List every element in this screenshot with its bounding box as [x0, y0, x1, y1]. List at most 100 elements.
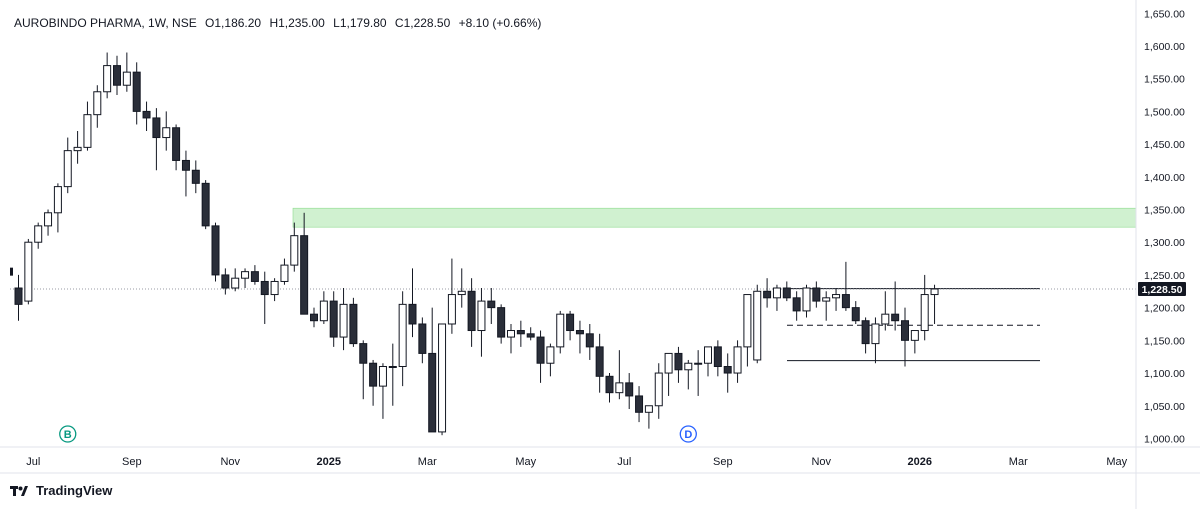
candle-body-down	[369, 362, 378, 387]
candle	[319, 291, 328, 324]
candle-body-down	[14, 287, 23, 305]
candle-body-down	[201, 182, 210, 227]
candle-body-up	[802, 287, 811, 312]
candle-body-down	[300, 235, 309, 315]
symbol-title[interactable]: AUROBINDO PHARMA, 1W, NSE	[14, 16, 197, 30]
candle	[822, 291, 831, 321]
candle	[841, 261, 850, 311]
candle	[772, 284, 781, 311]
candle	[191, 160, 200, 194]
candle-body-up	[270, 280, 279, 296]
event-marker-b[interactable]: B	[59, 425, 77, 443]
x-tick-label: Mar	[418, 456, 437, 468]
candle	[44, 209, 53, 236]
candle	[674, 346, 683, 383]
y-tick-label: 1,050.00	[1144, 401, 1185, 413]
candle	[329, 291, 338, 347]
candle	[457, 268, 466, 308]
last-price-label: 1,228.50	[1142, 284, 1183, 296]
candle	[536, 330, 545, 383]
candle	[428, 307, 437, 433]
x-tick-label: 2026	[908, 456, 932, 468]
candle-body-down	[221, 274, 230, 289]
candle-body-down	[211, 225, 220, 276]
candle-body-up	[822, 297, 831, 302]
candle	[644, 405, 653, 429]
candle-body-up	[83, 114, 92, 148]
candle-body-down	[851, 307, 860, 322]
candle-body-down	[497, 307, 506, 338]
candle	[851, 301, 860, 324]
last-price-badge	[1138, 281, 1186, 296]
x-tick-label: Mar	[1009, 456, 1028, 468]
candle	[241, 268, 250, 289]
candle	[891, 281, 900, 331]
event-marker-d[interactable]: D	[679, 425, 697, 443]
close-value: C1,228.50	[394, 16, 451, 30]
candle	[575, 320, 584, 354]
candle	[349, 297, 358, 347]
candle-body-down	[812, 287, 821, 302]
x-tick-label: Jul	[617, 456, 631, 468]
candle	[585, 323, 594, 360]
candle-body-up	[920, 294, 929, 332]
candle-body-up	[280, 264, 289, 282]
candle-body-up	[34, 225, 43, 243]
candle	[546, 343, 555, 377]
candle-body-up	[477, 300, 486, 332]
candle	[654, 363, 663, 419]
event-marker-label: B	[64, 429, 72, 441]
candle	[103, 52, 112, 99]
candle	[526, 327, 535, 341]
candle-body-up	[733, 346, 742, 374]
candle-body-down	[487, 300, 496, 309]
candle-body-down	[575, 330, 584, 335]
candle-body-up	[753, 290, 762, 361]
candle-body-down	[585, 333, 594, 348]
candle	[684, 359, 693, 390]
candle	[398, 291, 407, 387]
candle-body-down	[428, 352, 437, 433]
candle-body-down	[152, 117, 161, 139]
candle	[723, 353, 732, 393]
candle	[260, 271, 269, 324]
candle	[201, 180, 210, 230]
candle-body-down	[142, 110, 151, 119]
candle	[221, 268, 230, 295]
candle-body-down	[310, 313, 318, 322]
candle	[812, 281, 821, 308]
candle	[14, 274, 23, 321]
candle-body-down	[861, 320, 870, 345]
candle	[290, 222, 299, 272]
x-tick-label: May	[1106, 456, 1127, 468]
tradingview-logo-text: TradingView	[36, 483, 113, 498]
candle-body-up	[388, 366, 397, 369]
candle	[566, 310, 575, 341]
candle	[605, 373, 614, 403]
candle	[369, 359, 378, 406]
tradingview-logo-icon	[10, 485, 28, 496]
candle-body-down	[901, 320, 909, 341]
candle	[881, 291, 890, 331]
candle	[930, 284, 939, 324]
candle	[792, 291, 801, 321]
candle	[113, 55, 121, 96]
candle-body-down	[113, 65, 121, 86]
candle	[467, 278, 476, 347]
x-tick-label: Sep	[713, 456, 733, 468]
candle	[24, 238, 33, 305]
candle	[162, 111, 171, 151]
candle-body-up	[44, 212, 53, 227]
resistance-zone	[292, 207, 1137, 228]
candle	[556, 310, 565, 354]
candle	[73, 131, 82, 164]
candle-body-down	[595, 346, 604, 377]
high-value: H1,235.00	[269, 16, 325, 30]
candle-body-down	[467, 290, 476, 332]
candle	[132, 62, 141, 125]
tradingview-logo[interactable]: TradingView	[10, 483, 112, 498]
candle-body-down	[713, 346, 722, 368]
candle-body-down	[526, 333, 535, 338]
